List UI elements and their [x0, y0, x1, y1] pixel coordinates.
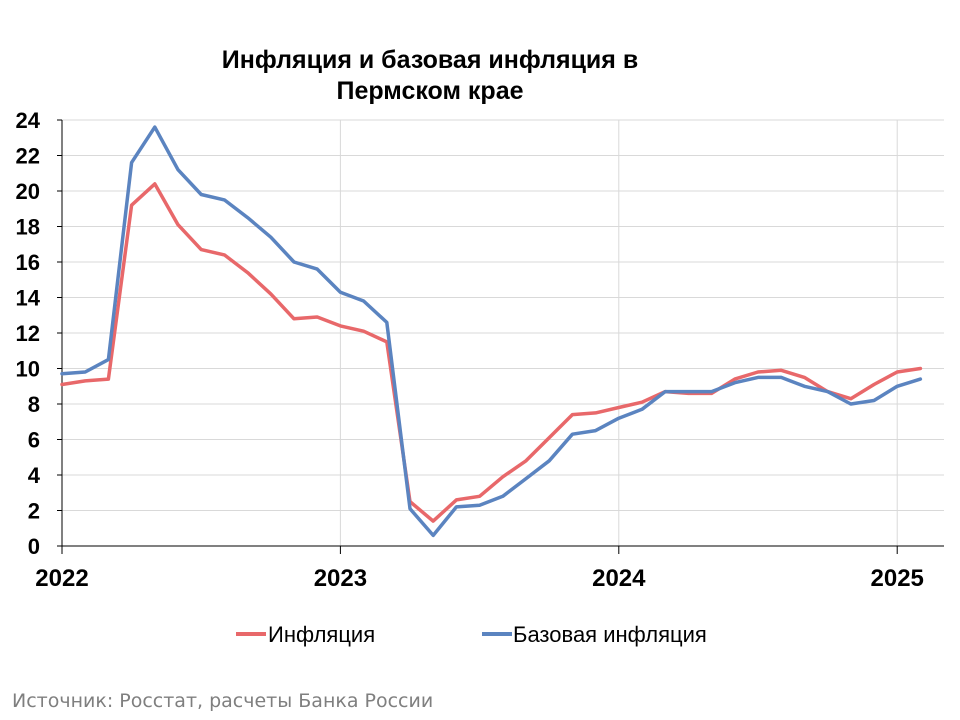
x-tick-label: 2024: [592, 565, 646, 592]
y-tick-label: 12: [16, 321, 40, 346]
y-tick-label: 2: [28, 499, 40, 524]
source-note: Источник: Росстат, расчеты Банка России: [12, 690, 434, 712]
x-axis-tick-labels: 2022 2023 2024 2025: [35, 565, 924, 592]
x-tick-label: 2025: [871, 565, 924, 592]
series-line-core-inflation: [60, 125, 923, 538]
legend-label-inflation: Инфляция: [268, 622, 375, 647]
y-tick-label: 10: [16, 357, 40, 382]
y-tick-label: 6: [28, 428, 40, 453]
legend-label-core-inflation: Базовая инфляция: [513, 622, 707, 647]
x-tick-label: 2023: [314, 565, 367, 592]
grid: [62, 119, 944, 546]
chart-title: Инфляция и базовая инфляция в Пермском к…: [222, 46, 638, 105]
y-tick-label: 20: [16, 179, 40, 204]
y-tick-label: 0: [28, 534, 40, 559]
chart-title-line-2: Пермском крае: [336, 77, 523, 105]
y-tick-label: 14: [16, 286, 41, 311]
y-tick-label: 24: [16, 108, 41, 133]
axes: [57, 119, 944, 554]
y-tick-label: 22: [16, 144, 40, 169]
series-lines: [60, 125, 923, 538]
y-tick-label: 8: [28, 392, 40, 417]
y-tick-label: 4: [28, 463, 41, 488]
chart-title-line-1: Инфляция и базовая инфляция в: [222, 46, 638, 74]
y-tick-label: 16: [16, 250, 40, 275]
legend: Инфляция Базовая инфляция: [236, 622, 707, 647]
series-line-inflation: [60, 182, 923, 523]
y-tick-label: 18: [16, 215, 40, 240]
x-tick-label: 2022: [35, 565, 88, 592]
